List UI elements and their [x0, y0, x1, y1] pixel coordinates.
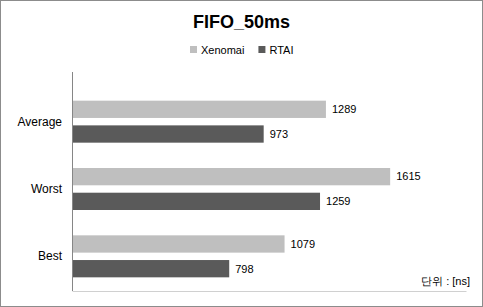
y-tick: Best [38, 249, 72, 263]
bar [72, 235, 285, 252]
data-label: 1289 [332, 103, 356, 115]
legend-swatch [190, 46, 197, 53]
data-label: 973 [270, 128, 288, 140]
x-axis-title: 단위 : [ns] [421, 275, 470, 287]
chart: FIFO_50ms 1289 1615 1079 973 1259 798 Average Wo… [0, 0, 483, 307]
bar [72, 101, 326, 118]
y-tick-label: Best [38, 249, 63, 263]
y-tick: Worst [31, 182, 72, 196]
bar [72, 193, 320, 210]
bar [72, 260, 229, 277]
data-label: 1259 [326, 195, 350, 207]
y-tick-label: Worst [31, 182, 63, 196]
bar [72, 168, 390, 185]
legend-label: RTAI [269, 44, 293, 56]
y-tick-label: Average [18, 115, 63, 129]
legend-swatch [258, 46, 265, 53]
bar [72, 125, 264, 142]
title: FIFO_50ms [193, 12, 290, 32]
y-tick: Average [18, 115, 72, 129]
legend-label: Xenomai [201, 44, 244, 56]
y-axis-line [72, 72, 73, 291]
x-axis [73, 291, 467, 292]
bars [72, 101, 390, 278]
data-label: 1079 [291, 238, 315, 250]
y-axis: Average Worst Best [18, 72, 73, 291]
legend: Xenomai RTAI [190, 44, 293, 56]
x-axis-line [73, 291, 467, 292]
data-label: 798 [235, 263, 253, 275]
chart-frame [1, 1, 483, 307]
data-label: 1615 [396, 170, 420, 182]
